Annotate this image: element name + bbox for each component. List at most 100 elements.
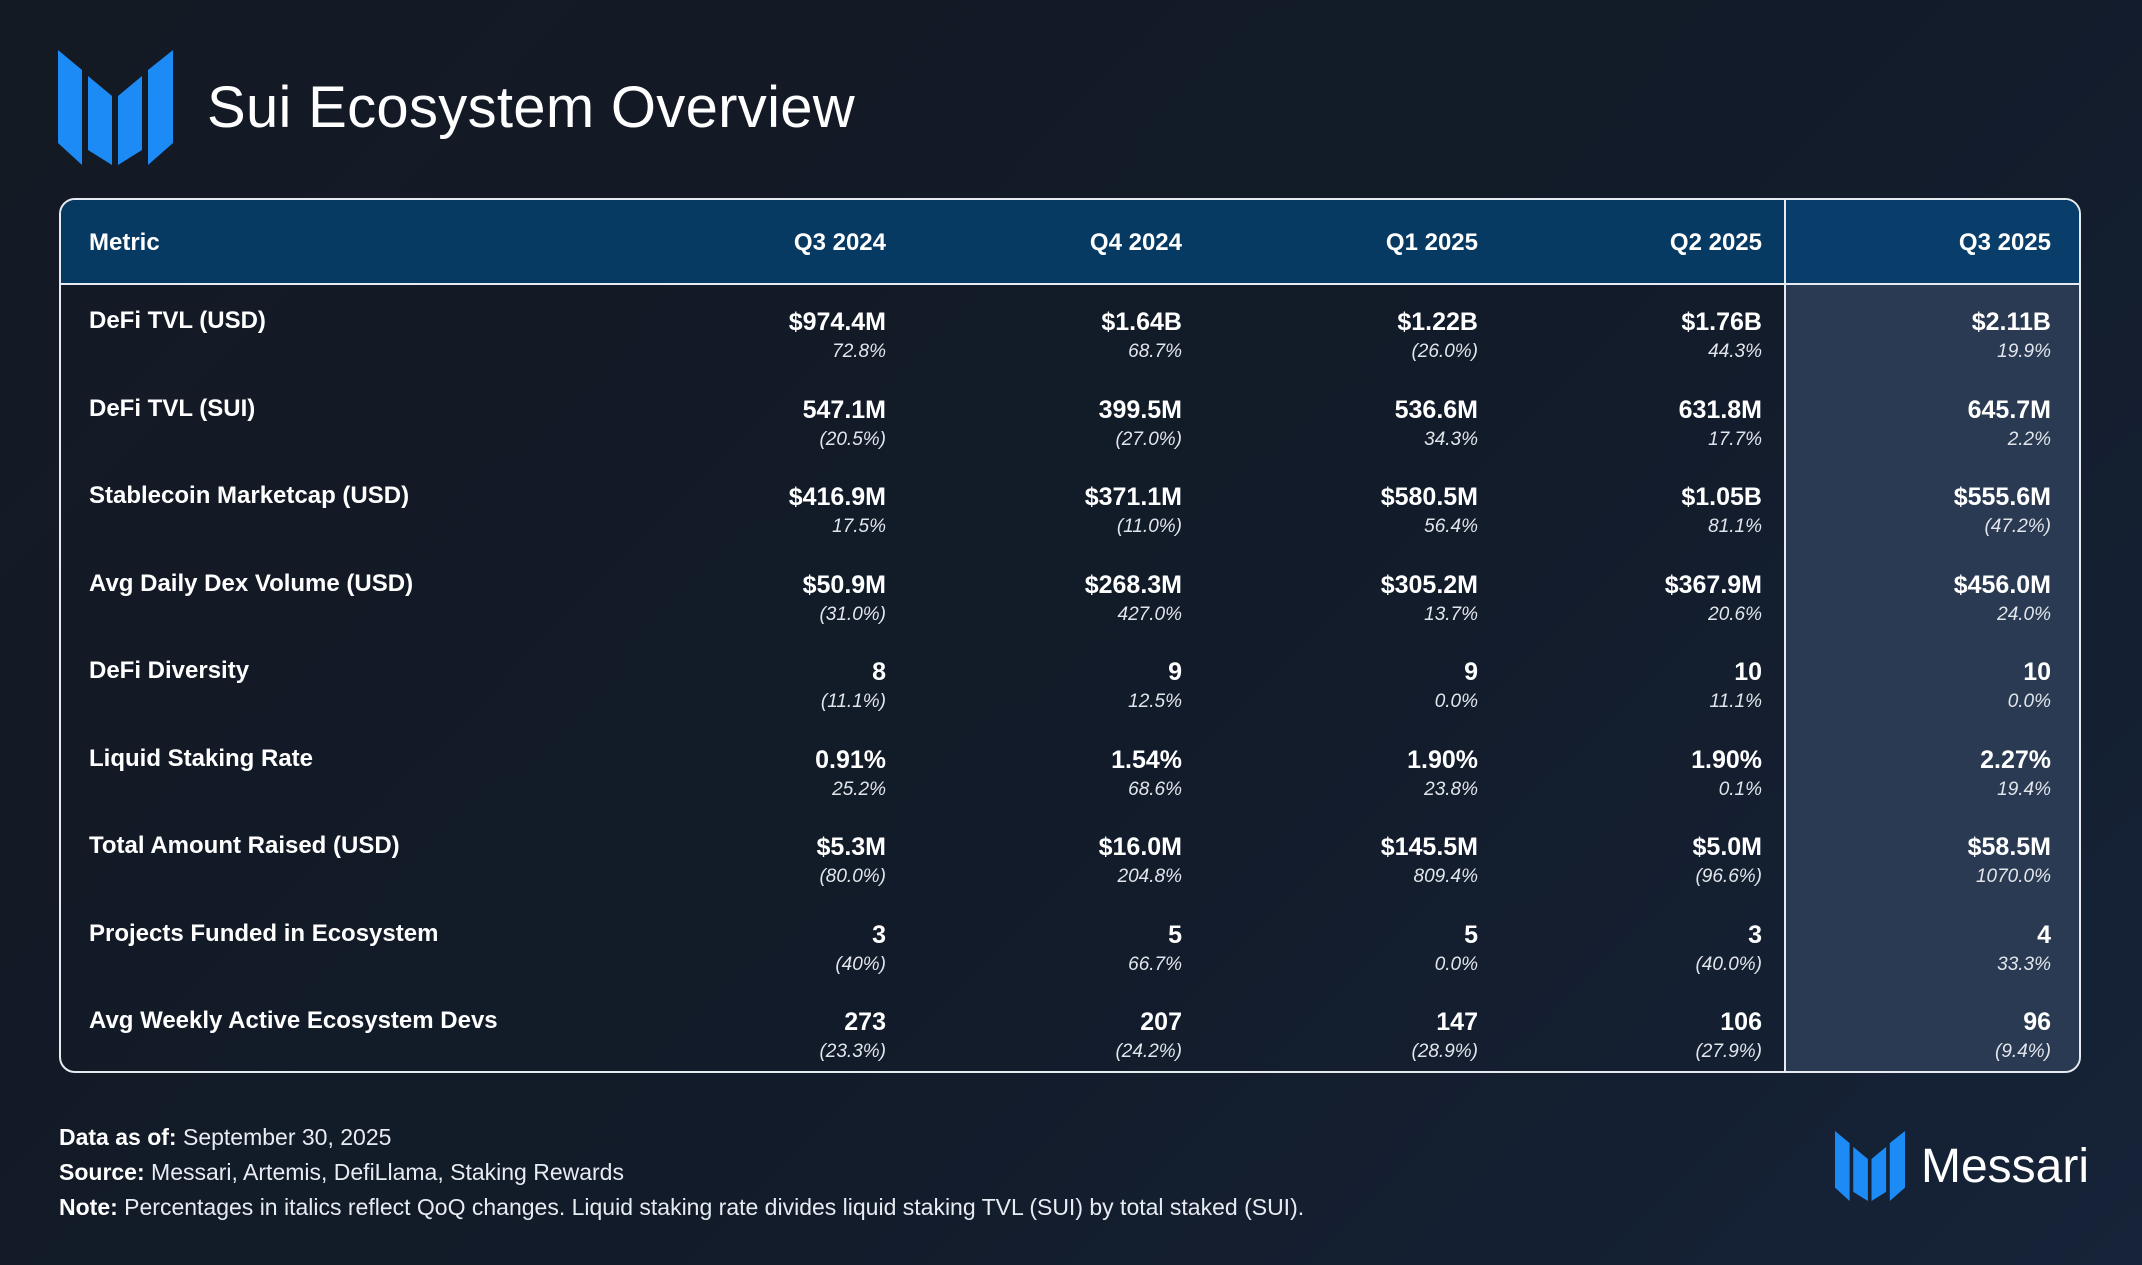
cell-qoq-change: (24.2%) — [1115, 1041, 1182, 1062]
table-row: Avg Weekly Active Ecosystem Devs 273 (23.3… — [61, 985, 2079, 1071]
cell-value: 3 — [872, 920, 886, 949]
cell-qoq-change: 11.1% — [1709, 691, 1762, 712]
cell-qoq-change: 68.6% — [1128, 778, 1182, 800]
table-cell: 3 (40%) — [835, 920, 886, 978]
cell-qoq-change: (9.4%) — [1995, 1041, 2051, 1062]
table-cell: 96 (9.4%) — [1995, 1007, 2051, 1065]
table-cell: $268.3M 427.0% — [1085, 570, 1182, 628]
table-cell: $371.1M (11.0%) — [1085, 482, 1182, 540]
table-cell: 536.6M 34.3% — [1395, 395, 1478, 453]
table-cell: $2.11B 19.9% — [1972, 307, 2051, 365]
cell-value: $2.11B — [1971, 308, 2051, 336]
table-cell: 5 0.0% — [1435, 920, 1478, 978]
metric-label: Stablecoin Marketcap (USD) — [89, 482, 410, 509]
column-header-metric: Metric — [89, 229, 160, 256]
column-header-q4-2024: Q4 2024 — [1089, 229, 1182, 256]
cell-qoq-change: 17.5% — [832, 516, 886, 537]
cell-value: 631.8M — [1678, 395, 1762, 424]
page-title: Sui Ecosystem Overview — [207, 75, 855, 140]
cell-qoq-change: 1070.0% — [1975, 866, 2051, 887]
brand-logo: Messari — [1835, 1131, 2089, 1201]
cell-qoq-change: 23.8% — [1424, 778, 1478, 800]
cell-value: 1.90% — [1407, 745, 1478, 774]
table-cell: $416.9M 17.5% — [789, 482, 886, 540]
cell-value: 147 — [1436, 1008, 1478, 1036]
cell-qoq-change: 2.2% — [2007, 428, 2051, 450]
cell-qoq-change: 44.3% — [1708, 341, 1762, 362]
cell-qoq-change: 24.0% — [1997, 603, 2051, 625]
cell-value: $16.0M — [1098, 833, 1182, 861]
footer-notes: Data as of: September 30, 2025 Source: M… — [59, 1120, 1304, 1225]
cell-qoq-change: (11.1%) — [820, 691, 886, 712]
cell-qoq-change: 56.4% — [1424, 516, 1478, 537]
cell-value: 0.91% — [815, 745, 886, 774]
cell-value: 399.5M — [1098, 395, 1182, 424]
cell-qoq-change: (27.9%) — [1695, 1041, 1762, 1062]
cell-qoq-change: 12.5% — [1128, 691, 1182, 712]
cell-qoq-change: 204.8% — [1117, 866, 1182, 887]
table-cell: 645.7M 2.2% — [1968, 395, 2051, 453]
metric-label: Avg Daily Dex Volume (USD) — [89, 569, 414, 597]
cell-qoq-change: 68.7% — [1128, 341, 1182, 362]
table-cell: 207 (24.2%) — [1115, 1007, 1182, 1065]
cell-qoq-change: 17.7% — [1708, 428, 1762, 450]
column-header-q3-2024: Q3 2024 — [793, 229, 886, 256]
cell-qoq-change: 33.3% — [1997, 953, 2051, 975]
table-cell: $58.5M 1070.0% — [1968, 832, 2051, 890]
cell-value: 5 — [1168, 920, 1182, 949]
table-cell: 1.90% 23.8% — [1407, 745, 1478, 803]
cell-qoq-change: (96.6%) — [1695, 866, 1762, 887]
table-cell: 5 66.7% — [1128, 920, 1182, 978]
cell-qoq-change: (80.0%) — [819, 866, 886, 887]
cell-qoq-change: 19.4% — [1997, 778, 2051, 800]
cell-value: $5.3M — [816, 833, 886, 861]
table-cell: $555.6M (47.2%) — [1954, 482, 2051, 540]
table-cell: $1.76B 44.3% — [1681, 307, 1762, 365]
cell-qoq-change: 0.0% — [1434, 953, 1478, 975]
cell-qoq-change: (20.5%) — [819, 428, 886, 450]
column-header-q3-2025: Q3 2025 — [1958, 229, 2051, 256]
table-cell: 106 (27.9%) — [1695, 1007, 1762, 1065]
table-row: DeFi Diversity 8 (11.1%) 9 12.5% 9 0.0% 10 11.1%… — [61, 635, 2079, 723]
table-cell: 3 (40.0%) — [1695, 920, 1762, 978]
cell-value: $305.2M — [1380, 570, 1478, 599]
table-cell: $5.3M (80.0%) — [817, 832, 886, 890]
note-line: Note: Percentages in italics reflect QoQ… — [59, 1194, 1305, 1220]
cell-qoq-change: 0.0% — [2007, 691, 2051, 712]
metrics-table: Metric Q3 2024 Q4 2024 Q1 2025 Q2 2025 Q… — [59, 198, 2081, 1073]
table-cell: 147 (28.9%) — [1411, 1007, 1478, 1065]
table-row: Total Amount Raised (USD) $5.3M (80.0%) $16… — [61, 810, 2079, 898]
table-cell: $145.5M 809.4% — [1381, 832, 1478, 890]
metric-label: DeFi Diversity — [89, 657, 250, 684]
cell-value: 5 — [1464, 920, 1478, 949]
cell-value: $555.6M — [1953, 483, 2051, 511]
cell-qoq-change: 0.0% — [1434, 691, 1478, 712]
cell-qoq-change: (23.3%) — [819, 1041, 886, 1062]
column-header-q1-2025: Q1 2025 — [1385, 229, 1478, 256]
brand-name: Messari — [1921, 1139, 2090, 1193]
cell-value: $367.9M — [1664, 570, 1762, 599]
table-cell: 10 11.1% — [1710, 657, 1762, 715]
source-line: Source: Messari, Artemis, DefiLlama, Sta… — [59, 1159, 624, 1185]
table-cell: $1.64B 68.7% — [1101, 307, 1182, 365]
cell-qoq-change: (27.0%) — [1115, 428, 1182, 450]
cell-qoq-change: (26.0%) — [1411, 341, 1478, 362]
metric-label: DeFi TVL (USD) — [89, 307, 266, 334]
metric-label: DeFi TVL (SUI) — [89, 394, 256, 422]
table-cell: $580.5M 56.4% — [1381, 482, 1478, 540]
table-cell: 9 0.0% — [1435, 657, 1478, 715]
highlight-column — [1784, 200, 2079, 1071]
cell-value: 207 — [1140, 1008, 1182, 1036]
table-cell: 399.5M (27.0%) — [1099, 395, 1182, 453]
table-cell: $1.05B 81.1% — [1681, 482, 1762, 540]
cell-value: 4 — [2037, 920, 2051, 949]
cell-qoq-change: 19.9% — [1997, 341, 2051, 362]
cell-value: $145.5M — [1380, 833, 1478, 861]
table-cell: $367.9M 20.6% — [1665, 570, 1762, 628]
metric-label: Total Amount Raised (USD) — [89, 832, 400, 859]
cell-value: 1.54% — [1111, 745, 1182, 774]
messari-logo-icon — [1835, 1131, 1905, 1201]
table-header: Metric Q3 2024 Q4 2024 Q1 2025 Q2 2025 Q… — [61, 200, 2079, 285]
table-row: DeFi TVL (USD) $974.4M 72.8% $1.64B 68.7% $1.… — [61, 285, 2079, 373]
table-cell: 1.90% 0.1% — [1691, 745, 1762, 803]
